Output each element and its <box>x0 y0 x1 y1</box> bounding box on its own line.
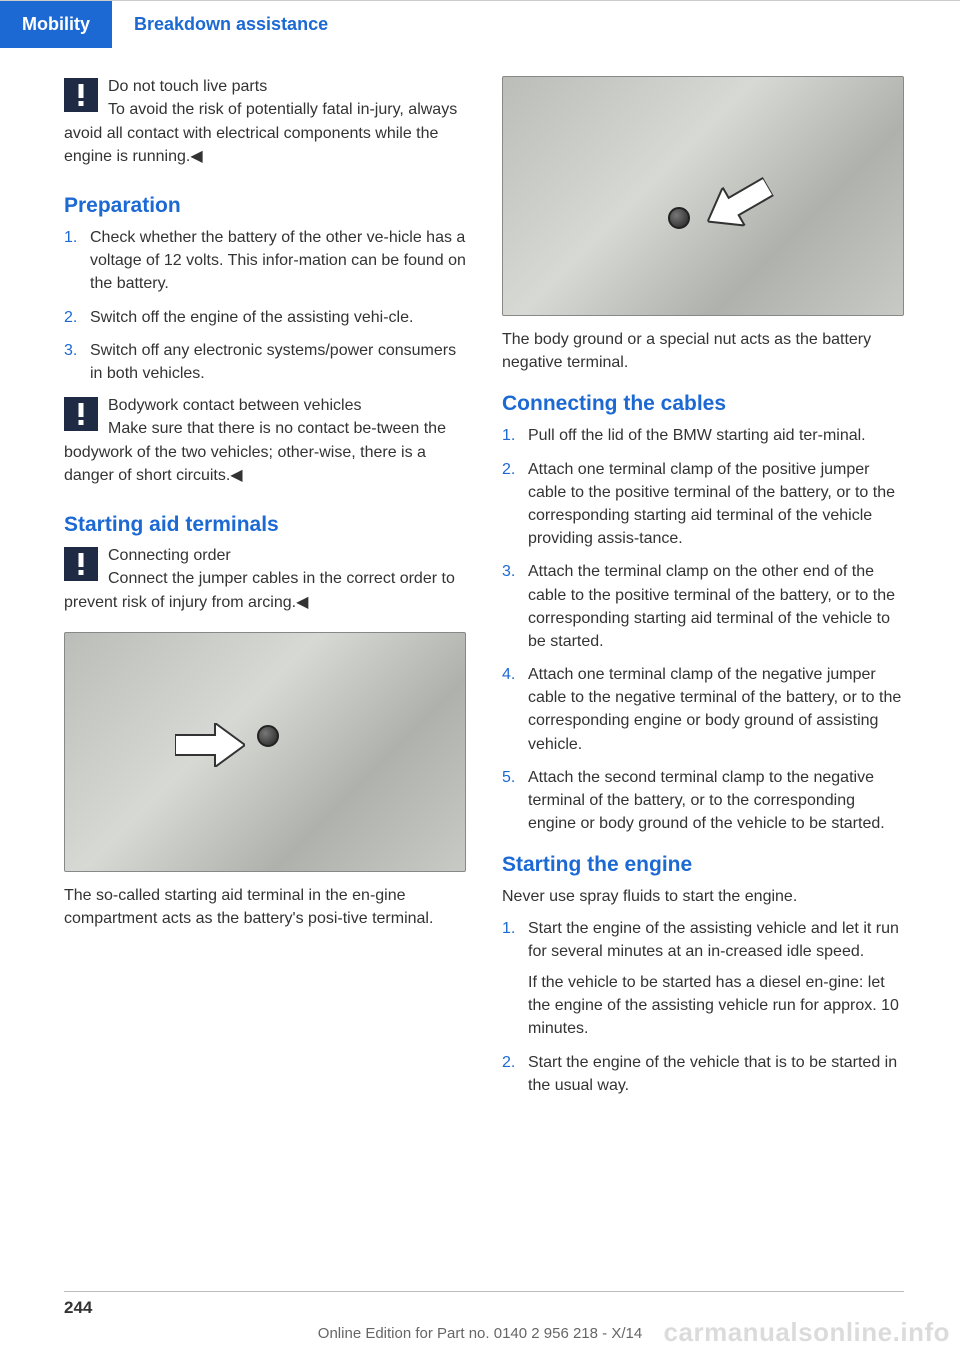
warning-icon <box>64 397 98 431</box>
caption-positive-terminal: The so-called starting aid terminal in t… <box>64 884 466 930</box>
page: Mobility Breakdown assistance Do not tou… <box>0 0 960 1362</box>
warning-title: Do not touch live parts <box>64 76 466 98</box>
list-item: Pull off the lid of the BMW starting aid… <box>502 424 904 447</box>
list-preparation: Check whether the battery of the other v… <box>64 226 466 385</box>
warning-title: Connecting order <box>64 545 466 567</box>
list-item: Attach one terminal clamp of the positiv… <box>502 458 904 551</box>
warning-body: To avoid the risk of potentially fatal i… <box>64 98 466 168</box>
list-starting-engine: Start the engine of the assisting vehicl… <box>502 917 904 1097</box>
warning-title: Bodywork contact between vehicles <box>64 395 466 417</box>
heading-terminals: Starting aid terminals <box>64 513 466 537</box>
warning-body: Connect the jumper cables in the correct… <box>64 567 466 613</box>
content-columns: Do not touch live parts To avoid the ris… <box>0 76 960 1107</box>
warning-bodywork: Bodywork contact between vehicles Make s… <box>64 395 466 495</box>
list-item: Switch off the engine of the assisting v… <box>64 306 466 329</box>
watermark: carmanualsonline.info <box>664 1317 950 1348</box>
terminal-bolt <box>257 725 279 747</box>
list-item: Start the engine of the assisting vehicl… <box>502 917 904 1041</box>
warning-live-parts: Do not touch live parts To avoid the ris… <box>64 76 466 176</box>
heading-connecting-cables: Connecting the cables <box>502 392 904 416</box>
list-item-sub: If the vehicle to be started has a diese… <box>528 971 904 1041</box>
list-connecting-cables: Pull off the lid of the BMW starting aid… <box>502 424 904 835</box>
warning-icon <box>64 547 98 581</box>
figure-positive-terminal <box>64 632 466 872</box>
caption-negative-terminal: The body ground or a special nut acts as… <box>502 328 904 374</box>
list-item: Switch off any electronic systems/power … <box>64 339 466 385</box>
column-left: Do not touch live parts To avoid the ris… <box>64 76 466 1107</box>
heading-preparation: Preparation <box>64 194 466 218</box>
warning-body: Make sure that there is no contact be‐tw… <box>64 417 466 487</box>
header-tabs: Mobility Breakdown assistance <box>0 0 960 48</box>
footer-divider <box>64 1291 904 1292</box>
tab-mobility: Mobility <box>0 1 112 48</box>
figure-negative-terminal <box>502 76 904 316</box>
heading-starting-engine: Starting the engine <box>502 853 904 877</box>
list-item: Start the engine of the vehicle that is … <box>502 1051 904 1097</box>
warning-connecting-order: Connecting order Connect the jumper cabl… <box>64 545 466 622</box>
page-number: 244 <box>64 1298 92 1318</box>
arrow-icon <box>697 167 780 240</box>
terminal-bolt <box>668 207 690 229</box>
warning-icon <box>64 78 98 112</box>
list-item-text: Start the engine of the assisting vehicl… <box>528 920 899 960</box>
list-item: Attach the terminal clamp on the other e… <box>502 560 904 653</box>
column-right: The body ground or a special nut acts as… <box>502 76 904 1107</box>
list-item: Attach one terminal clamp of the negativ… <box>502 663 904 756</box>
starting-engine-intro: Never use spray fluids to start the engi… <box>502 885 904 908</box>
arrow-icon <box>175 723 245 767</box>
list-item: Attach the second terminal clamp to the … <box>502 766 904 836</box>
list-item: Check whether the battery of the other v… <box>64 226 466 296</box>
tab-breakdown: Breakdown assistance <box>112 1 350 48</box>
